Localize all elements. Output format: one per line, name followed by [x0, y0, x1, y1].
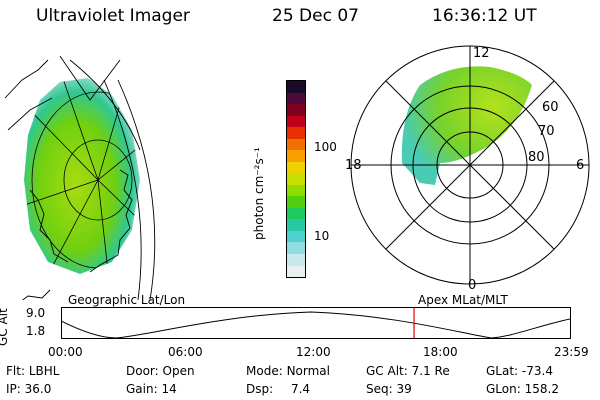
- geographic-image: [4, 55, 156, 300]
- param-glat-value: -73.4: [521, 364, 553, 378]
- param-seq-value: 39: [396, 382, 412, 396]
- polar-lat-label-80: 80: [528, 150, 545, 165]
- time-tick-1200: 12:00: [296, 345, 331, 359]
- strip-ytick-9: 9.0: [26, 306, 46, 320]
- coastline-east: [89, 169, 133, 273]
- colorbar-unit-label: photon cm⁻²s⁻¹: [252, 147, 266, 240]
- param-gain: Gain: 14: [126, 382, 177, 396]
- colorbar-segment: [287, 230, 305, 243]
- colorbar-segment: [287, 253, 305, 266]
- param-glat: GLat: -73.4: [486, 364, 553, 378]
- param-seq-key: Seq:: [366, 382, 393, 396]
- polar-mlt-label-12: 12: [473, 46, 490, 61]
- geo-meridian-arc-2: [103, 79, 142, 300]
- colorbar-segment: [287, 150, 305, 162]
- polar-plot: 80 70 60 12 18 6 0: [345, 45, 590, 293]
- colorbar-segment: [287, 196, 305, 208]
- polar-auroral-emission: [401, 66, 532, 185]
- param-mode-key: Mode:: [246, 364, 283, 378]
- time-tick-0000: 00:00: [48, 345, 83, 359]
- geo-lat-circle-inner: [63, 139, 133, 221]
- colorbar-segment: [287, 173, 305, 185]
- param-gc-alt-key: GC Alt:: [366, 364, 408, 378]
- colorbar-segment: [287, 207, 305, 220]
- colorbar-segment: [287, 115, 305, 128]
- polar-mlt-label-6: 6: [576, 158, 584, 173]
- param-dsp: Dsp: 7.4: [246, 382, 310, 396]
- colorbar-segment: [287, 127, 305, 139]
- colorbar-segment: [287, 184, 305, 197]
- colorbar-segment: [287, 161, 305, 174]
- coastline-south: [21, 289, 51, 300]
- altitude-strip: [61, 307, 571, 339]
- time-label: 16:36:12 UT: [432, 6, 537, 26]
- param-gain-value: 14: [161, 382, 177, 396]
- altitude-curve: [61, 311, 571, 339]
- strip-right-label: Apex MLat/MLT: [418, 293, 508, 307]
- colorbar-segment: [287, 138, 305, 151]
- param-ip-value: 36.0: [24, 382, 52, 396]
- colorbar-tick-100: 100: [314, 140, 337, 154]
- param-gc-alt-value: 7.1 Re: [411, 364, 450, 378]
- geographic-auroral-emission: [24, 78, 140, 274]
- param-door-value: Open: [162, 364, 195, 378]
- param-ip: IP: 36.0: [6, 382, 51, 396]
- polar-mlt-label-18: 18: [345, 158, 362, 173]
- param-flt-value: LBHL: [28, 364, 60, 378]
- geo-meridian-arc-1: [117, 79, 156, 300]
- colorbar-segment: [287, 265, 305, 278]
- param-seq: Seq: 39: [366, 382, 412, 396]
- time-tick-2359: 23:59: [554, 345, 589, 359]
- colorbar-segment: [287, 81, 305, 93]
- coastline-west: [29, 189, 69, 263]
- color-bar: [286, 80, 306, 278]
- param-mode-value: Normal: [286, 364, 330, 378]
- colorbar-segment: [287, 219, 305, 231]
- param-glat-key: GLat:: [486, 364, 519, 378]
- polar-lat-label-60: 60: [542, 100, 559, 115]
- geo-lat-arc-outer: [69, 59, 141, 151]
- param-ip-key: IP:: [6, 382, 21, 396]
- param-door-key: Door:: [126, 364, 159, 378]
- time-tick-0600: 06:00: [168, 345, 203, 359]
- strip-axis-label: GC Alt: [0, 308, 10, 346]
- param-dsp-value: 7.4: [290, 382, 311, 396]
- strip-left-label: Geographic Lat/Lon: [68, 293, 186, 307]
- polar-lat-label-70: 70: [538, 124, 555, 139]
- colorbar-tick-10: 10: [314, 229, 330, 243]
- geo-lat-arc-top: [4, 59, 49, 99]
- colorbar-segment: [287, 242, 305, 254]
- polar-mlt-label-0: 0: [468, 278, 476, 293]
- colorbar-segment: [287, 104, 305, 116]
- param-flt: Flt: LBHL: [6, 364, 59, 378]
- param-dsp-key: Dsp:: [246, 382, 274, 396]
- date-label: 25 Dec 07: [272, 6, 359, 26]
- param-glon-value: 158.2: [524, 382, 559, 396]
- time-tick-1800: 18:00: [423, 345, 458, 359]
- instrument-title: Ultraviolet Imager: [36, 6, 190, 26]
- strip-frame: [61, 307, 571, 339]
- param-glon-key: GLon:: [486, 382, 521, 396]
- param-door: Door: Open: [126, 364, 195, 378]
- param-gc-alt: GC Alt: 7.1 Re: [366, 364, 450, 378]
- param-gain-key: Gain:: [126, 382, 158, 396]
- colorbar-segment: [287, 92, 305, 105]
- strip-ytick-1-8: 1.8: [26, 324, 46, 338]
- param-glon: GLon: 158.2: [486, 382, 559, 396]
- param-flt-key: Flt:: [6, 364, 25, 378]
- param-mode: Mode: Normal: [246, 364, 330, 378]
